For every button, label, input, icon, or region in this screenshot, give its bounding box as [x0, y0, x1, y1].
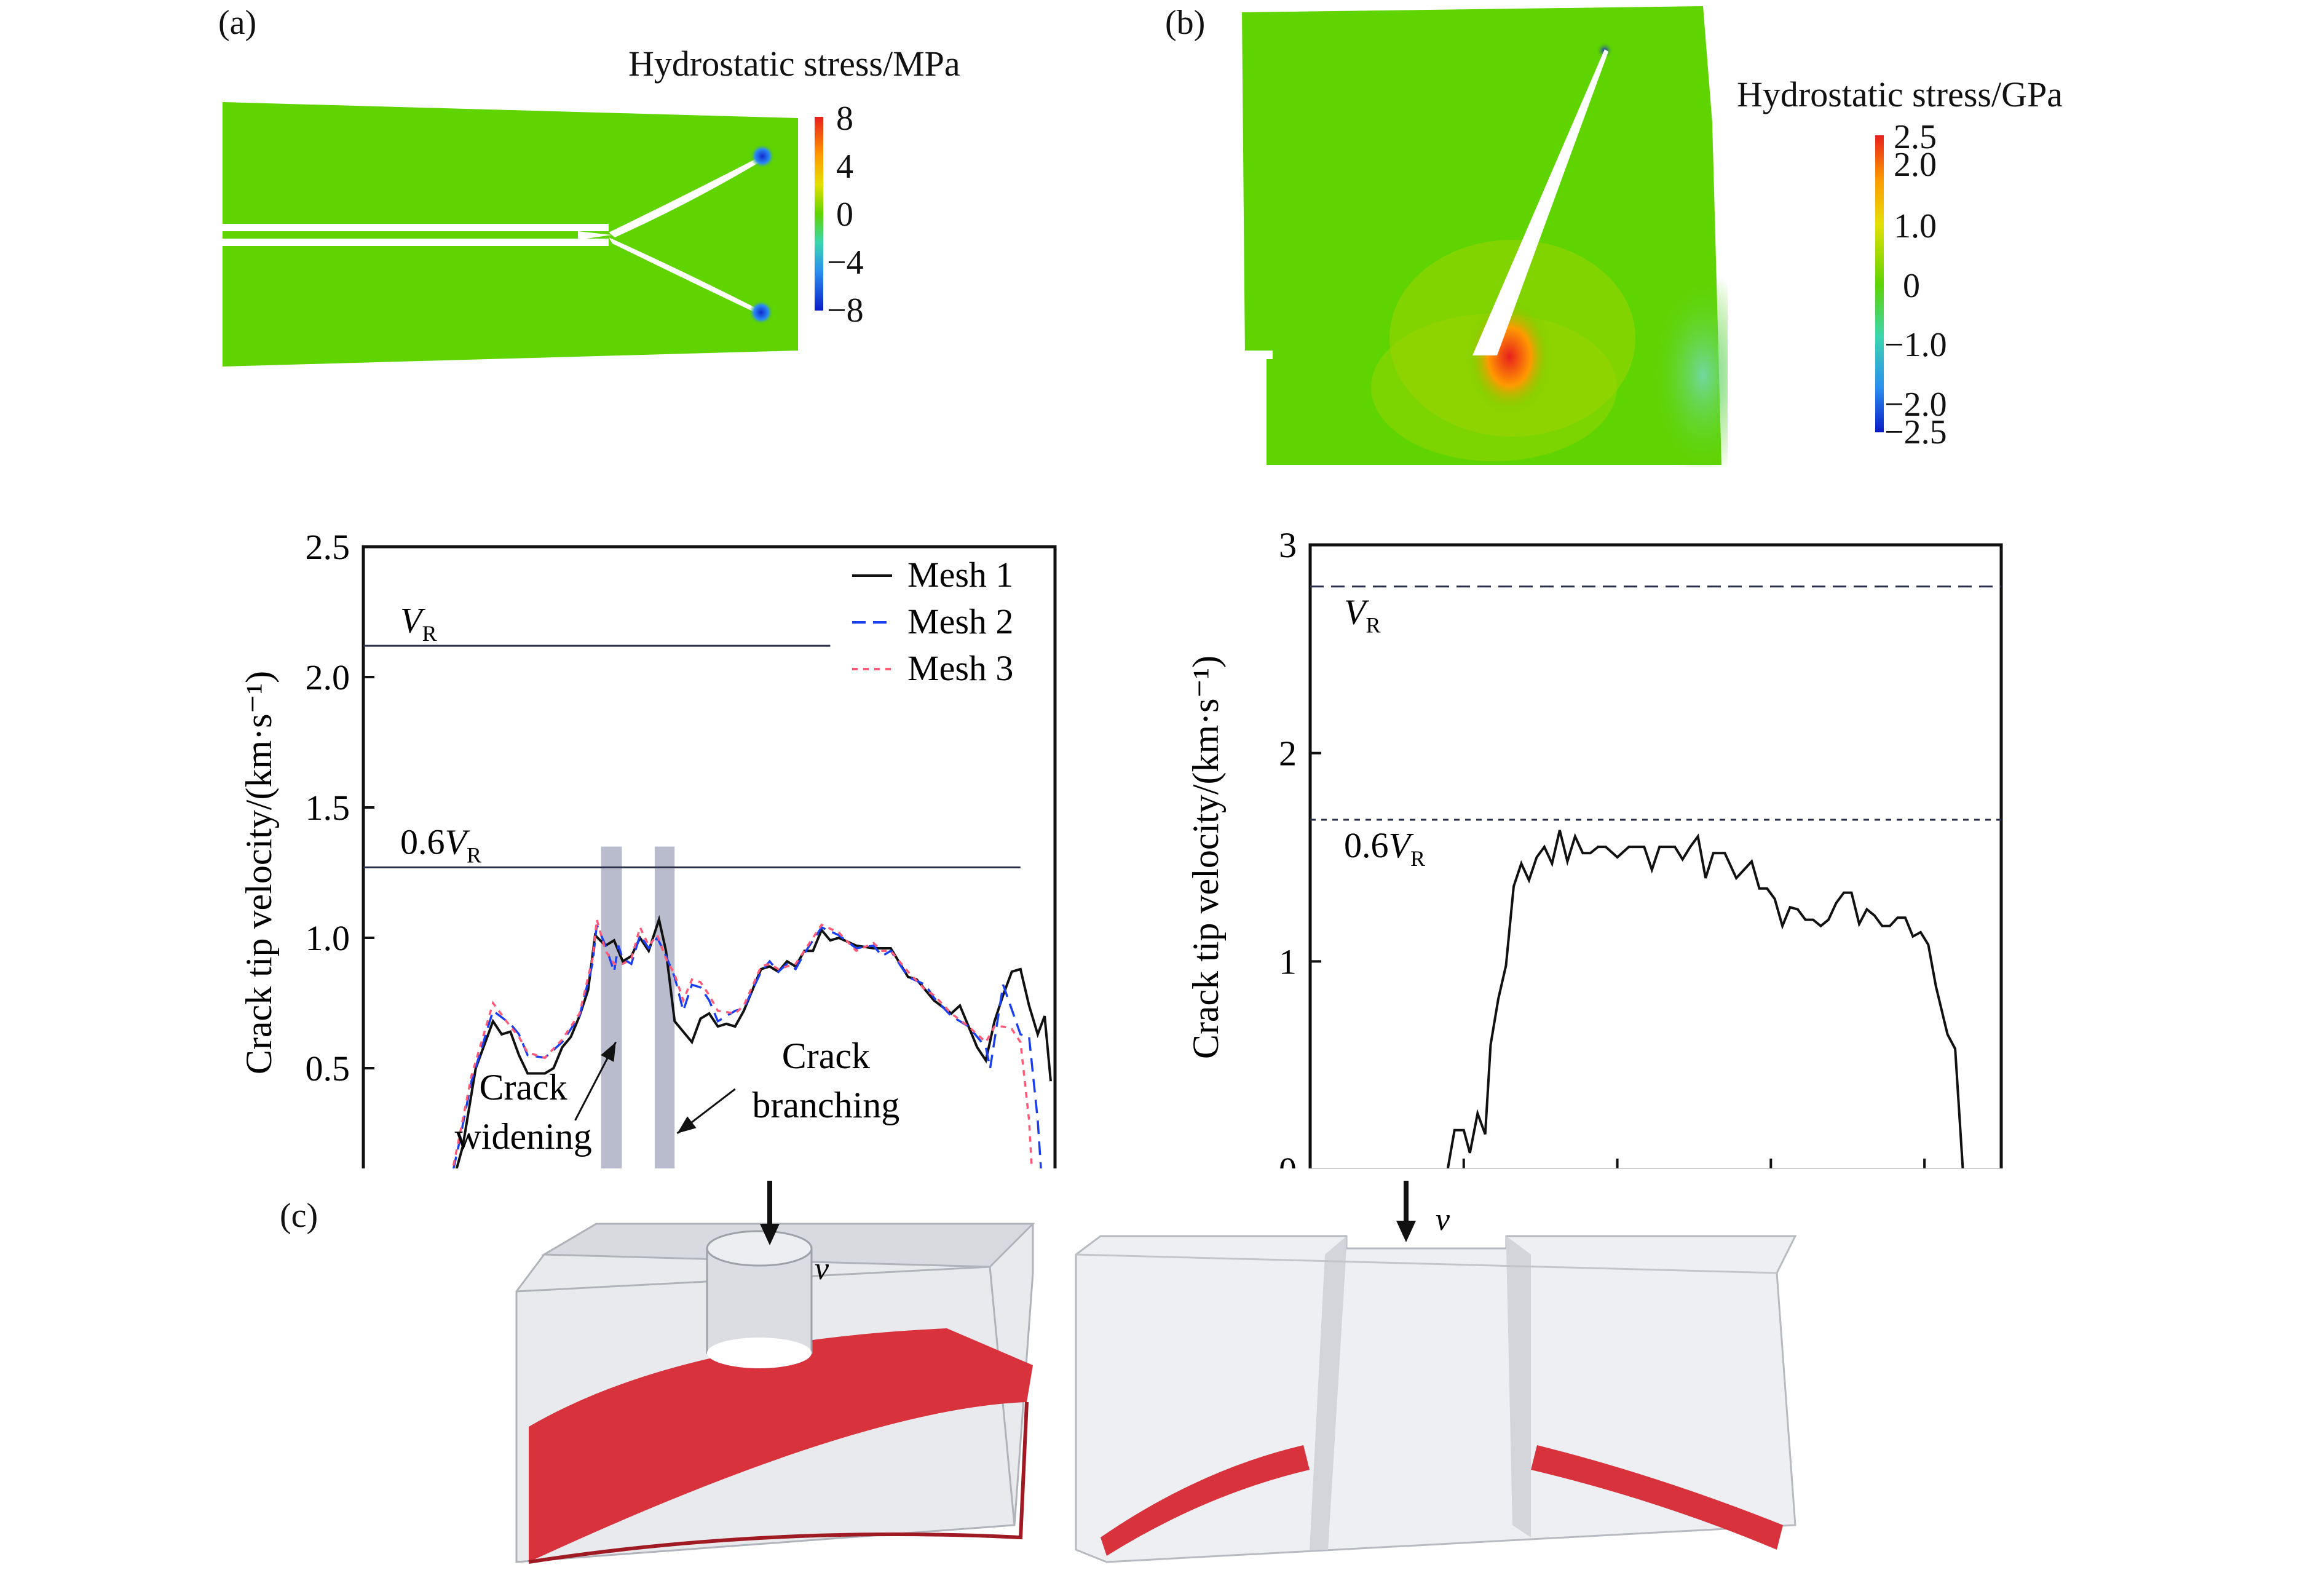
y-tick-label: 1 — [1279, 942, 1297, 981]
crack-branch-lower — [609, 237, 757, 312]
colorbar-tick: 2.0 — [1894, 146, 1937, 184]
upper-arm — [223, 102, 798, 229]
contour-plot-a — [215, 102, 798, 367]
reference-line-label: 0.6VR — [1344, 825, 1425, 871]
specimen-right: v — [1075, 1181, 1797, 1563]
reference-line-label: VR — [400, 600, 437, 646]
annotation-text: Crack — [480, 1067, 567, 1108]
series-line-mesh-2 — [452, 924, 1042, 1168]
y-tick-label: 0.5 — [306, 1049, 350, 1088]
legend-label: Mesh 3 — [907, 648, 1013, 688]
colorbar-title-b: Hydrostatic stress/GPa — [1737, 74, 2063, 114]
velocity-chart-a: 102030405060708000.51.01.52.02.5Time/μsC… — [239, 527, 1057, 1168]
crack — [1472, 49, 1608, 355]
series-line-mesh-3 — [451, 919, 1033, 1168]
plot-frame — [362, 545, 1057, 1168]
colorbar-tick: 1.0 — [1894, 207, 1937, 245]
colorbar-tick: −4 — [827, 244, 864, 282]
y-tick-label: 1.0 — [306, 918, 350, 958]
panel-label-a: (a) — [218, 4, 257, 42]
arrowhead-icon — [677, 1116, 697, 1133]
crack-branch-upper — [609, 159, 759, 237]
y-tick-label: 0 — [1279, 1150, 1297, 1168]
colorbar-tick: 0 — [1903, 267, 1920, 305]
annotation-text: Crack — [782, 1036, 870, 1076]
colorbar-tick: 4 — [836, 148, 853, 186]
colorbar-tick: 8 — [836, 100, 853, 138]
reference-line-label: 0.6VR — [400, 822, 481, 868]
y-axis-label: Crack tip velocity/(km·s⁻¹) — [1185, 656, 1226, 1059]
annotation-text: widening — [455, 1116, 592, 1157]
y-tick-label: 2.0 — [306, 657, 350, 697]
colorbar-title-a: Hydrostatic stress/MPa — [628, 44, 960, 84]
panel-label-c: (c) — [280, 1197, 318, 1235]
load-label: v — [815, 1251, 829, 1287]
colorbar-tick: 2.5 — [1894, 118, 1937, 156]
load-label: v — [1436, 1202, 1450, 1237]
contour-plot-b — [1236, 6, 1728, 467]
crack-surface — [1101, 1445, 1310, 1556]
colorbar-tick: −1.0 — [1884, 326, 1947, 364]
load-arrow-icon — [1396, 1221, 1416, 1242]
y-tick-label: 3 — [1279, 525, 1297, 565]
series-line-mesh-1 — [455, 914, 1052, 1168]
legend-label: Mesh 1 — [907, 555, 1013, 595]
y-tick-label: 2.5 — [306, 527, 350, 567]
highlight-band — [654, 846, 675, 1168]
velocity-chart-b: 20406080900123Time/μsCrack tip velocity/… — [1185, 525, 2003, 1168]
colorbar-tick: −8 — [827, 291, 864, 330]
stress-concentration — [749, 300, 773, 325]
series-line-crack-tip-velocity — [1446, 830, 1964, 1168]
specimen-left: v — [515, 1181, 1035, 1564]
colorbar-tick: −2.0 — [1884, 386, 1947, 424]
y-tick-label: 1.5 — [306, 788, 350, 828]
stress-concentration — [750, 144, 775, 168]
crack-surface — [529, 1328, 1033, 1562]
annotation-text: branching — [752, 1085, 899, 1125]
lower-arm — [223, 251, 798, 367]
colorbar-tick: −2.5 — [1884, 413, 1947, 451]
load-arrow-icon — [760, 1224, 780, 1245]
colorbar-tick: 0 — [836, 196, 853, 234]
arrowhead-icon — [601, 1042, 616, 1062]
plot-frame — [1308, 543, 2003, 1168]
panel-label-b: (b) — [1165, 4, 1206, 42]
crack-surface — [1531, 1445, 1783, 1550]
colorbar-b — [1875, 135, 1884, 432]
y-tick-label: 2 — [1279, 734, 1297, 774]
highlight-band — [601, 846, 622, 1168]
legend-label: Mesh 2 — [907, 601, 1013, 641]
specimen-3d-views: v v — [515, 1181, 1797, 1564]
y-axis-label: Crack tip velocity/(km·s⁻¹) — [239, 671, 279, 1074]
reference-line-label: VR — [1344, 592, 1380, 638]
colorbar-a — [815, 117, 823, 311]
